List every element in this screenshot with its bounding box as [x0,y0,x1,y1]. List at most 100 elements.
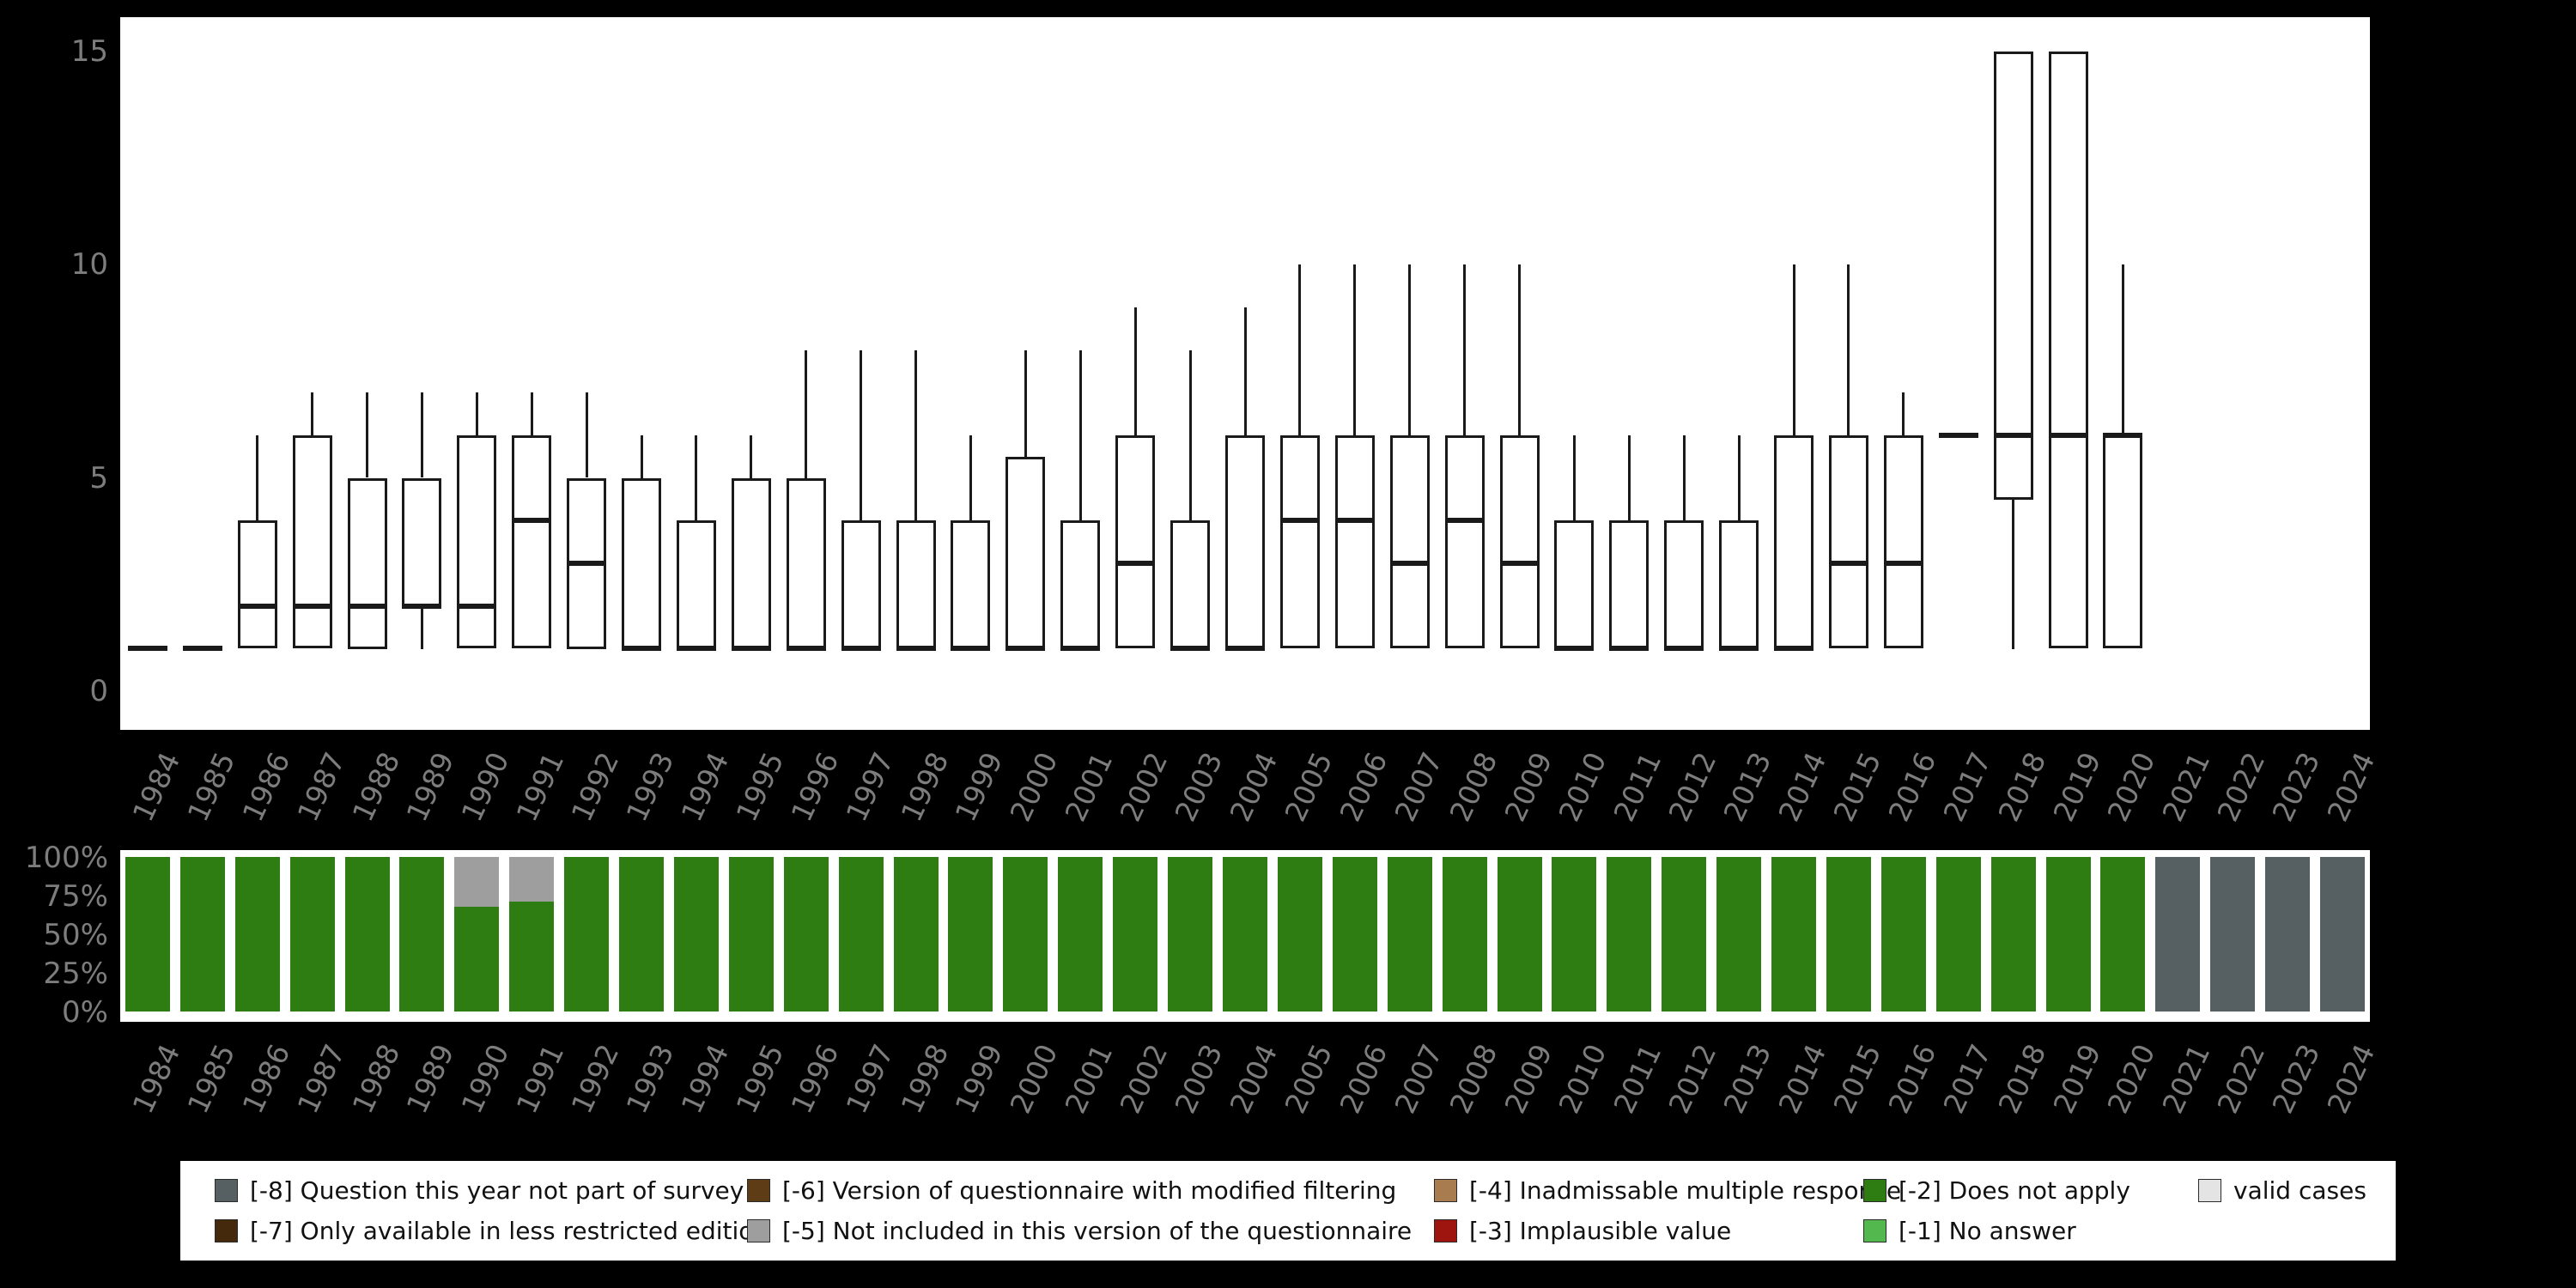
median-1998 [896,646,936,651]
x-tick-label-2002: 2002 [1113,1039,1175,1119]
bar-segment-2002-[-2] [1113,857,1157,1012]
box-1999 [951,520,990,648]
x-tick-label-2010: 2010 [1552,747,1613,827]
bar-segment-1998-[-2] [894,857,939,1012]
median-2012 [1664,646,1704,651]
x-tick-label-1987: 1987 [290,1039,352,1119]
whisker-upper-1992 [586,392,588,477]
x-tick-label-2003: 2003 [1168,1039,1230,1119]
box-1988 [348,478,387,649]
box-2005 [1280,435,1320,648]
whisker-upper-2012 [1683,435,1686,520]
percent-tick-label: 0% [62,995,108,1030]
x-tick-label-1987: 1987 [290,747,352,827]
legend-label: [-1] No answer [1899,1217,2076,1245]
x-tick-label-2009: 2009 [1498,747,1559,827]
x-tick-label-1988: 1988 [345,747,407,827]
bar-segment-1991-[-2] [509,902,554,1012]
whisker-upper-2016 [1902,392,1905,435]
x-tick-label-2004: 2004 [1223,1039,1285,1119]
median-1987 [293,604,332,609]
bar-x-axis: 1984 1985 1986 1987 1988 1989 1990 1991 1992 1993… [120,1032,2382,1144]
median-1999 [951,646,990,651]
bar-segment-1989-[-2] [399,857,444,1012]
x-tick-label-2015: 2015 [1826,1039,1888,1119]
x-tick-label-2020: 2020 [2100,747,2162,827]
percent-tick-label: 75% [43,879,108,914]
bar-segment-2022-[-8] [2210,857,2255,1012]
bar-segment-2014-[-2] [1771,857,1816,1012]
x-tick-label-2017: 2017 [1936,747,1998,827]
x-tick-label-2022: 2022 [2210,747,2272,827]
bar-segment-2007-[-2] [1388,857,1432,1012]
x-tick-label-2006: 2006 [1333,747,1394,827]
whisker-lower-2018 [2012,500,2014,649]
median-2000 [1005,646,1045,651]
box-1998 [896,520,936,648]
bar-segment-2004-[-2] [1223,857,1267,1012]
box-1995 [732,478,771,649]
x-tick-label-1984: 1984 [125,747,187,827]
median-1991 [512,518,551,523]
whisker-upper-1990 [476,392,478,435]
whisker-upper-1989 [421,392,423,477]
box-2002 [1115,435,1155,648]
bar-segment-2001-[-2] [1058,857,1103,1012]
x-tick-label-1984: 1984 [125,1039,187,1119]
whisker-upper-1997 [860,350,862,521]
x-tick-label-1989: 1989 [399,747,461,827]
bar-segment-1999-[-2] [948,857,993,1012]
whisker-upper-1991 [531,392,533,435]
x-tick-label-2012: 2012 [1662,747,1723,827]
whisker-upper-2009 [1518,264,1521,435]
box-2015 [1829,435,1868,648]
x-tick-label-2014: 2014 [1771,747,1833,827]
legend-label: [-7] Only available in less restricted e… [250,1217,769,1245]
percent-tick-label: 25% [43,957,108,991]
median-2010 [1554,646,1594,651]
legend-swatch-[-1] [1863,1219,1886,1242]
bar-segment-2003-[-2] [1168,857,1212,1012]
x-tick-label-2016: 2016 [1881,747,1943,827]
whisker-upper-1986 [256,435,258,520]
whisker-upper-2005 [1298,264,1301,435]
bar-segment-2006-[-2] [1333,857,1377,1012]
box-2004 [1225,435,1265,648]
median-1995 [732,646,771,651]
whisker-upper-2002 [1134,307,1137,435]
legend-item-[-6]: [-6] Version of questionnaire with modif… [747,1176,1434,1205]
bar-segment-1993-[-2] [619,857,664,1012]
legend-swatch-[-7] [215,1219,238,1242]
x-tick-label-1990: 1990 [454,747,516,827]
y-tick-label: 5 [89,461,108,495]
bar-segment-2021-[-8] [2155,857,2200,1012]
x-tick-label-1992: 1992 [564,747,626,827]
legend-item-[-2]: [-2] Does not apply [1863,1176,2198,1205]
percent-tick-label: 50% [43,918,108,952]
median-2005 [1280,518,1320,523]
x-tick-label-1986: 1986 [235,747,297,827]
median-2003 [1170,646,1210,651]
x-tick-label-2000: 2000 [1003,1039,1065,1119]
median-2011 [1609,646,1649,651]
x-tick-label-2021: 2021 [2155,747,2217,827]
median-1996 [787,646,826,651]
box-1987 [293,435,332,648]
legend-item-[-3]: [-3] Implausible value [1434,1217,1863,1245]
x-tick-label-2003: 2003 [1168,747,1230,827]
x-tick-label-2014: 2014 [1771,1039,1833,1119]
median-1997 [841,646,881,651]
bar-segment-2016-[-2] [1881,857,1926,1012]
bar-segment-2020-[-2] [2100,857,2145,1012]
bar-segment-2015-[-2] [1826,857,1871,1012]
whisker-upper-2020 [2122,264,2124,435]
box-2016 [1884,435,1923,648]
legend-swatch-[-5] [747,1219,770,1242]
bar-segment-2000-[-2] [1003,857,1048,1012]
whisker-upper-2014 [1793,264,1795,435]
legend-item-valid: valid cases [2198,1176,2366,1205]
x-tick-label-1994: 1994 [674,747,736,827]
median-2002 [1115,561,1155,566]
x-tick-label-2018: 2018 [1991,747,2053,827]
x-tick-label-2013: 2013 [1716,1039,1778,1119]
